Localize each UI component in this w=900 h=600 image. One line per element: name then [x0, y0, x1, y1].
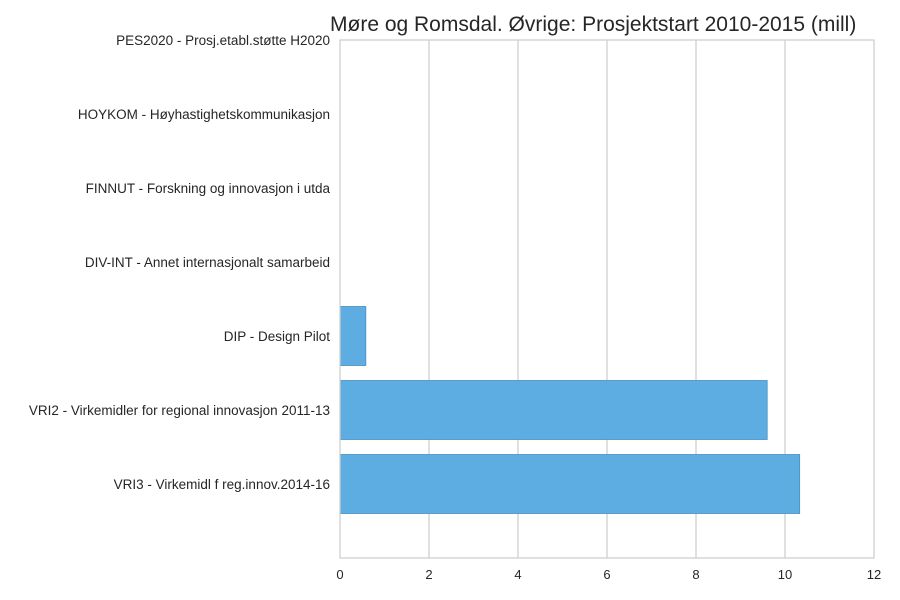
x-tick-label: 6	[603, 567, 610, 582]
x-tick-label: 0	[336, 567, 343, 582]
category-label: DIP - Design Pilot	[224, 329, 331, 344]
category-label: VRI2 - Virkemidler for regional innovasj…	[29, 403, 330, 418]
category-label: DIV-INT - Annet internasjonalt samarbeid	[85, 255, 330, 270]
category-label: HOYKOM - Høyhastighetskommunikasjon	[78, 107, 330, 122]
x-tick-labels: 0 2 4 6 8 10 12	[336, 567, 881, 582]
chart-title: Møre og Romsdal. Øvrige: Prosjektstart 2…	[330, 13, 857, 36]
x-tick-label: 8	[692, 567, 699, 582]
category-label: PES2020 - Prosj.etabl.støtte H2020	[116, 33, 330, 48]
bar	[339, 306, 367, 366]
category-label: VRI3 - Virkemidl f reg.innov.2014-16	[114, 477, 330, 492]
category-label: FINNUT - Forskning og innovasjon i utda	[86, 181, 331, 196]
plot-frame	[339, 39, 875, 559]
bar	[339, 454, 801, 514]
x-tick-label: 12	[867, 567, 881, 582]
category-labels: PES2020 - Prosj.etabl.støtte H2020 HOYKOM…	[29, 33, 331, 492]
bar	[339, 380, 768, 440]
x-tick-label: 4	[514, 567, 521, 582]
axes	[339, 39, 875, 559]
x-tick-label: 2	[425, 567, 432, 582]
x-tick-label: 10	[778, 567, 792, 582]
bars	[339, 306, 801, 514]
